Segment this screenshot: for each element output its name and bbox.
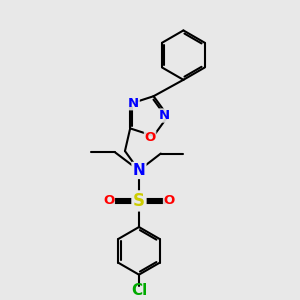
- Text: O: O: [103, 194, 114, 207]
- Text: N: N: [128, 97, 139, 110]
- Text: N: N: [159, 109, 170, 122]
- Text: N: N: [133, 163, 145, 178]
- Text: O: O: [164, 194, 175, 207]
- Text: Cl: Cl: [131, 284, 147, 298]
- Text: O: O: [144, 131, 156, 144]
- Text: S: S: [133, 192, 145, 210]
